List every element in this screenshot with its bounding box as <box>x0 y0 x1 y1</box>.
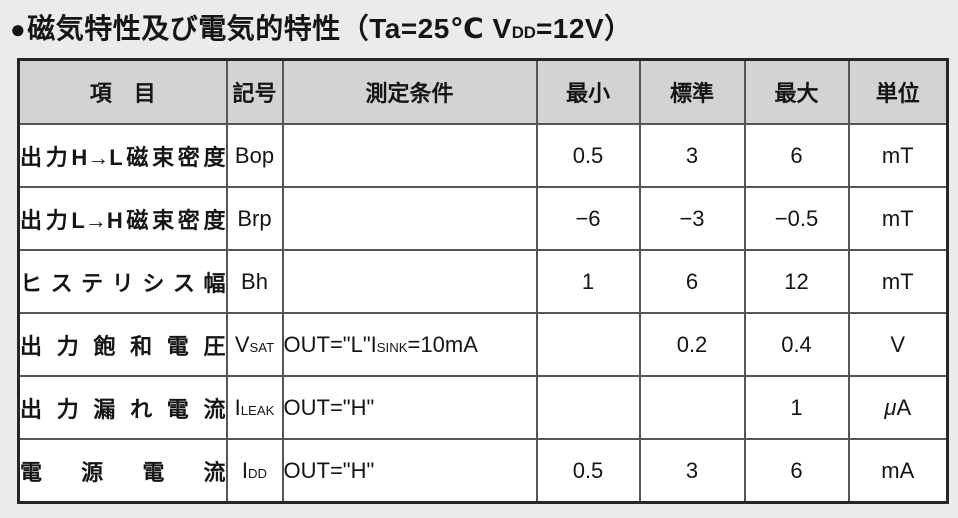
max-cell: −0.5 <box>743 186 850 251</box>
item-cell: ヒステリシス幅 <box>17 249 228 314</box>
characteristics-table: 項 目 記号 測定条件 最小 標準 最大 単位 出力H→L磁束密度 Bop 0.… <box>17 58 949 504</box>
item-cell: 出力飽和電圧 <box>17 312 228 377</box>
symbol-cell: Bop <box>225 123 284 188</box>
condition-cell <box>281 249 538 314</box>
min-cell: 0.5 <box>535 123 641 188</box>
min-cell: 0.5 <box>535 438 641 504</box>
condition-cell: OUT="H" <box>281 438 538 504</box>
header-symbol: 記号 <box>225 58 284 125</box>
condition-cell <box>281 186 538 251</box>
max-cell: 6 <box>743 123 850 188</box>
symbol-cell: VSAT <box>225 312 284 377</box>
header-max: 最大 <box>743 58 850 125</box>
header-typ: 標準 <box>638 58 746 125</box>
table-row: 出力L→H磁束密度 Brp −6 −3 −0.5 mT <box>17 186 949 251</box>
typ-cell: 0.2 <box>638 312 746 377</box>
unit-cell: mT <box>847 186 949 251</box>
min-cell <box>535 312 641 377</box>
min-cell: 1 <box>535 249 641 314</box>
unit-cell: mA <box>847 438 949 504</box>
item-cell: 電源電流 <box>17 438 228 504</box>
table-row: 出力漏れ電流 ILEAK OUT="H" 1 μA <box>17 375 949 440</box>
section-title: ●磁気特性及び電気的特性（Ta=25℃ VDD=12V） <box>10 7 633 47</box>
symbol-cell: Bh <box>225 249 284 314</box>
min-cell: −6 <box>535 186 641 251</box>
unit-cell: μA <box>847 375 949 440</box>
table-row: 出力H→L磁束密度 Bop 0.5 3 6 mT <box>17 123 949 188</box>
item-cell: 出力H→L磁束密度 <box>17 123 228 188</box>
unit-cell: mT <box>847 123 949 188</box>
bullet-icon: ● <box>10 14 27 44</box>
unit-cell: mT <box>847 249 949 314</box>
max-cell: 12 <box>743 249 850 314</box>
section-title-text: 磁気特性及び電気的特性（Ta=25℃ V <box>27 13 512 44</box>
typ-cell: −3 <box>638 186 746 251</box>
max-cell: 1 <box>743 375 850 440</box>
header-conditions: 測定条件 <box>281 58 538 125</box>
condition-cell: OUT="L"ISINK=10mA <box>281 312 538 377</box>
condition-cell: OUT="H" <box>281 375 538 440</box>
typ-cell: 3 <box>638 123 746 188</box>
typ-cell <box>638 375 746 440</box>
header-unit: 単位 <box>847 58 949 125</box>
symbol-cell: IDD <box>225 438 284 504</box>
table-row: 電源電流 IDD OUT="H" 0.5 3 6 mA <box>17 438 949 504</box>
condition-cell <box>281 123 538 188</box>
header-item: 項 目 <box>17 58 228 125</box>
section-title-tail: =12V） <box>535 13 633 44</box>
typ-cell: 6 <box>638 249 746 314</box>
symbol-cell: Brp <box>225 186 284 251</box>
unit-cell: V <box>847 312 949 377</box>
typ-cell: 3 <box>638 438 746 504</box>
title-subscript: DD <box>511 23 536 42</box>
table-row: ヒステリシス幅 Bh 1 6 12 mT <box>17 249 949 314</box>
symbol-cell: ILEAK <box>225 375 284 440</box>
header-row: 項 目 記号 測定条件 最小 標準 最大 単位 <box>17 58 949 125</box>
max-cell: 6 <box>743 438 850 504</box>
header-min: 最小 <box>535 58 641 125</box>
max-cell: 0.4 <box>743 312 850 377</box>
min-cell <box>535 375 641 440</box>
item-cell: 出力L→H磁束密度 <box>17 186 228 251</box>
table-row: 出力飽和電圧 VSAT OUT="L"ISINK=10mA 0.2 0.4 V <box>17 312 949 377</box>
item-cell: 出力漏れ電流 <box>17 375 228 440</box>
